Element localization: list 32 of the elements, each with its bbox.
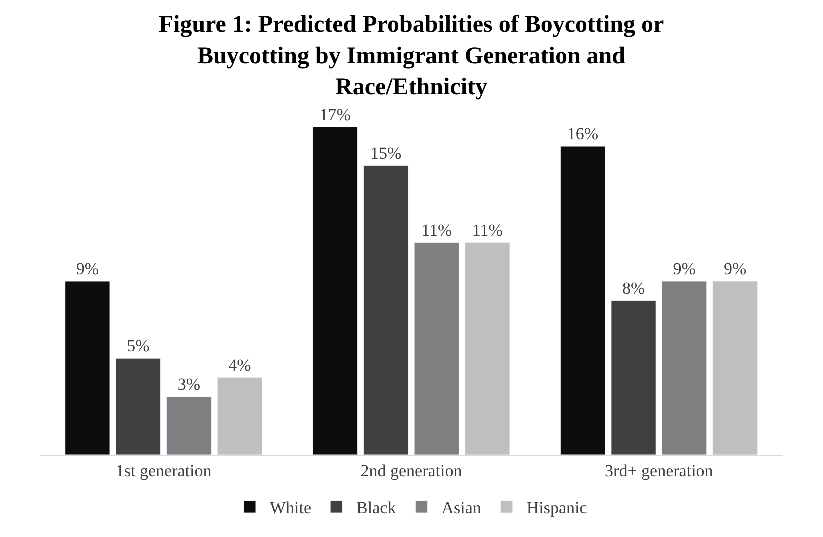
bar: [217, 378, 263, 455]
bar: [65, 281, 110, 455]
legend-label: White: [270, 498, 312, 518]
bar: [611, 300, 656, 455]
x-tick-label: 3rd+ generation: [605, 461, 714, 480]
data-label: 9%: [673, 259, 696, 278]
bar: [364, 166, 409, 455]
data-label: 5%: [127, 336, 150, 356]
bar: [662, 281, 708, 455]
bar: [116, 358, 162, 455]
data-label: 4%: [228, 356, 252, 375]
data-label: 9%: [76, 259, 100, 278]
data-label: 15%: [370, 144, 402, 163]
bar: [414, 242, 460, 455]
data-label: 17%: [320, 105, 351, 124]
bar: [712, 281, 758, 455]
bar: [312, 127, 358, 455]
data-label: 8%: [622, 278, 646, 298]
data-label: 3%: [178, 375, 201, 394]
data-label: 9%: [724, 259, 747, 278]
chart-title: Figure 1: Predicted Probabilities of Boycotting or Buycotting by Immigrant Generation and Race/Ethnicity: [158, 12, 664, 101]
legend-label: Hispanic: [526, 498, 588, 518]
x-tick-label: 1st generation: [116, 461, 212, 480]
legend-label: Black: [356, 498, 397, 518]
legend-label: Asian: [442, 498, 482, 518]
bar: [166, 396, 212, 455]
bar: [560, 146, 606, 455]
bar: [465, 242, 510, 455]
x-tick-label: 2nd generation: [360, 461, 463, 480]
data-label: 11%: [422, 220, 452, 240]
data-label: 16%: [567, 124, 599, 144]
data-label: 11%: [472, 220, 503, 240]
